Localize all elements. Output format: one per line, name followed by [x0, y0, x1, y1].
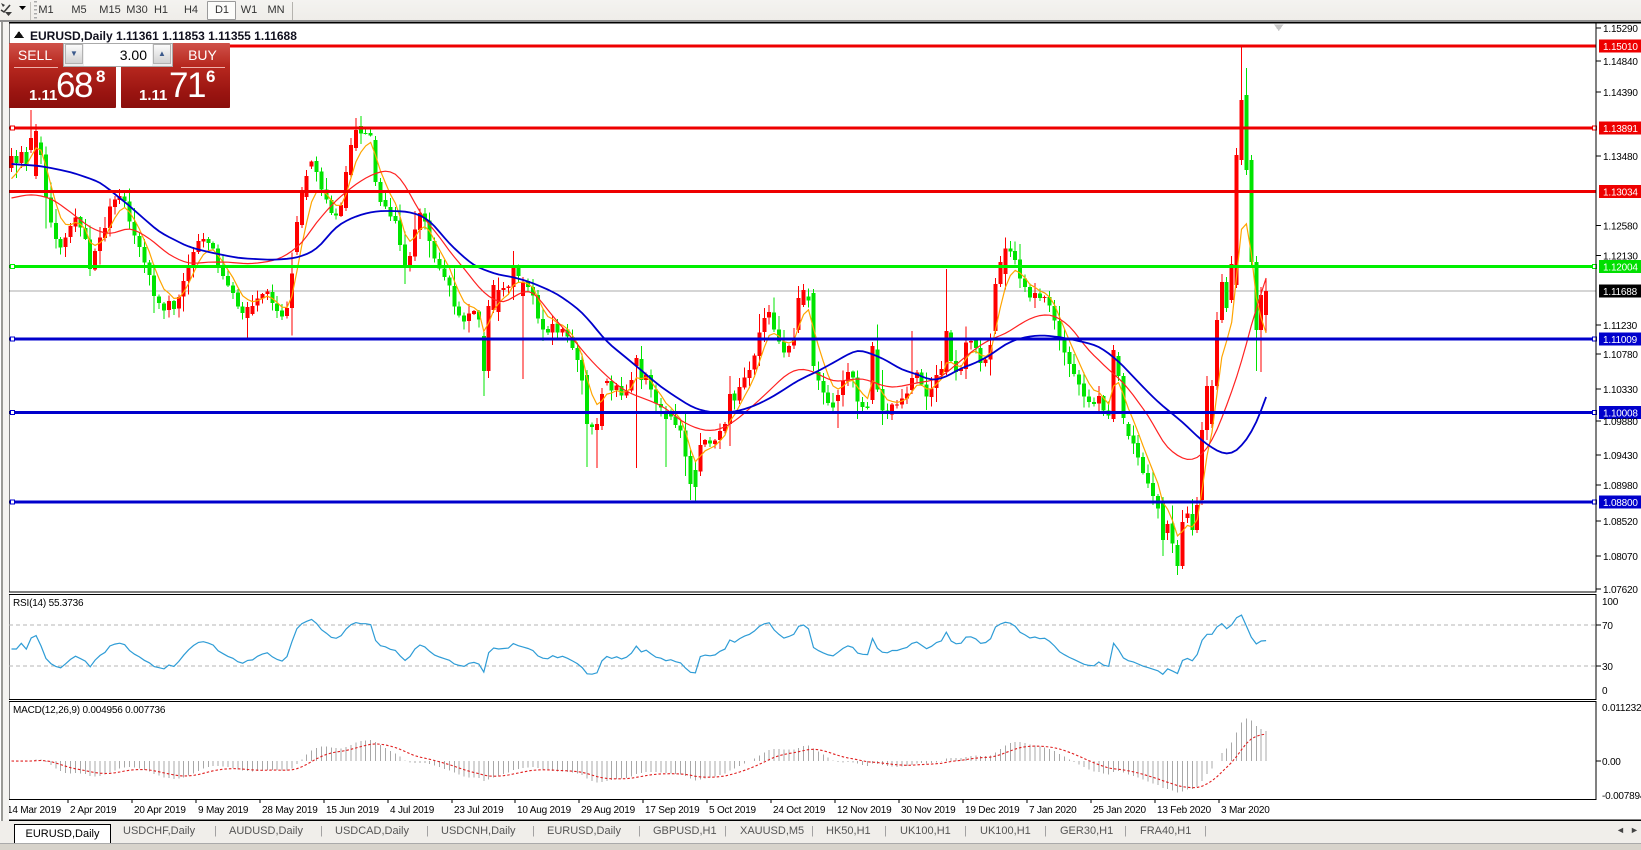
svg-text:28 May 2019: 28 May 2019: [262, 805, 318, 816]
svg-text:24 Oct 2019: 24 Oct 2019: [773, 805, 826, 816]
svg-text:1.14390: 1.14390: [1603, 88, 1638, 99]
svg-text:2 Apr 2019: 2 Apr 2019: [70, 805, 117, 816]
svg-text:1.12130: 1.12130: [1603, 252, 1638, 263]
svg-text:1.14840: 1.14840: [1603, 57, 1638, 68]
svg-text:1.12004: 1.12004: [1603, 263, 1638, 274]
svg-text:1.11009: 1.11009: [1603, 335, 1638, 346]
svg-text:30: 30: [1602, 662, 1613, 673]
svg-text:1.10330: 1.10330: [1603, 385, 1638, 396]
svg-text:25 Jan 2020: 25 Jan 2020: [1093, 805, 1146, 816]
svg-text:29 Aug 2019: 29 Aug 2019: [581, 805, 636, 816]
svg-text:-0.007894: -0.007894: [1602, 791, 1641, 802]
svg-text:30 Nov 2019: 30 Nov 2019: [901, 805, 956, 816]
svg-text:17 Sep 2019: 17 Sep 2019: [645, 805, 700, 816]
svg-text:1.07620: 1.07620: [1603, 585, 1638, 596]
svg-text:RSI(14) 55.3736: RSI(14) 55.3736: [13, 598, 84, 609]
svg-text:15 Jun 2019: 15 Jun 2019: [326, 805, 379, 816]
svg-text:12 Nov 2019: 12 Nov 2019: [837, 805, 892, 816]
svg-text:0.011232: 0.011232: [1602, 703, 1641, 714]
svg-text:19 Dec 2019: 19 Dec 2019: [965, 805, 1020, 816]
svg-text:1.11230: 1.11230: [1603, 321, 1638, 332]
svg-text:1.08980: 1.08980: [1603, 481, 1638, 492]
svg-text:1.12580: 1.12580: [1603, 222, 1638, 233]
svg-text:9 May 2019: 9 May 2019: [198, 805, 249, 816]
svg-text:10 Aug 2019: 10 Aug 2019: [517, 805, 572, 816]
svg-text:EURUSD,Daily 1.11361 1.11853: EURUSD,Daily 1.11361 1.11853 1.11355 1.1…: [30, 29, 297, 43]
svg-text:13 Feb 2020: 13 Feb 2020: [1157, 805, 1212, 816]
svg-text:1.08070: 1.08070: [1603, 552, 1638, 563]
svg-text:70: 70: [1602, 621, 1613, 632]
svg-text:1.13480: 1.13480: [1603, 152, 1638, 163]
svg-text:1.10008: 1.10008: [1603, 409, 1638, 420]
svg-text:7 Jan 2020: 7 Jan 2020: [1029, 805, 1077, 816]
svg-text:100: 100: [1602, 597, 1619, 608]
svg-text:1.08800: 1.08800: [1603, 498, 1638, 509]
svg-text:23 Jul 2019: 23 Jul 2019: [454, 805, 504, 816]
svg-text:3 Mar 2020: 3 Mar 2020: [1221, 805, 1270, 816]
svg-text:1.13891: 1.13891: [1603, 124, 1638, 135]
svg-text:0.00: 0.00: [1602, 757, 1621, 768]
svg-text:1.09880: 1.09880: [1603, 417, 1638, 428]
svg-text:0: 0: [1602, 686, 1608, 697]
svg-text:1.15290: 1.15290: [1603, 24, 1638, 35]
svg-text:14 Mar 2019: 14 Mar 2019: [7, 805, 62, 816]
svg-text:1.09430: 1.09430: [1603, 451, 1638, 462]
svg-text:4 Jul 2019: 4 Jul 2019: [390, 805, 435, 816]
svg-text:MACD(12,26,9) 0.004956 0.00773: MACD(12,26,9) 0.004956 0.007736: [13, 705, 166, 716]
svg-text:20 Apr 2019: 20 Apr 2019: [134, 805, 186, 816]
svg-text:1.08520: 1.08520: [1603, 517, 1638, 528]
svg-text:1.11688: 1.11688: [1603, 287, 1638, 298]
svg-text:1.13034: 1.13034: [1603, 188, 1638, 199]
svg-text:5 Oct 2019: 5 Oct 2019: [709, 805, 757, 816]
svg-text:1.15010: 1.15010: [1603, 42, 1638, 53]
svg-text:1.10780: 1.10780: [1603, 350, 1638, 361]
